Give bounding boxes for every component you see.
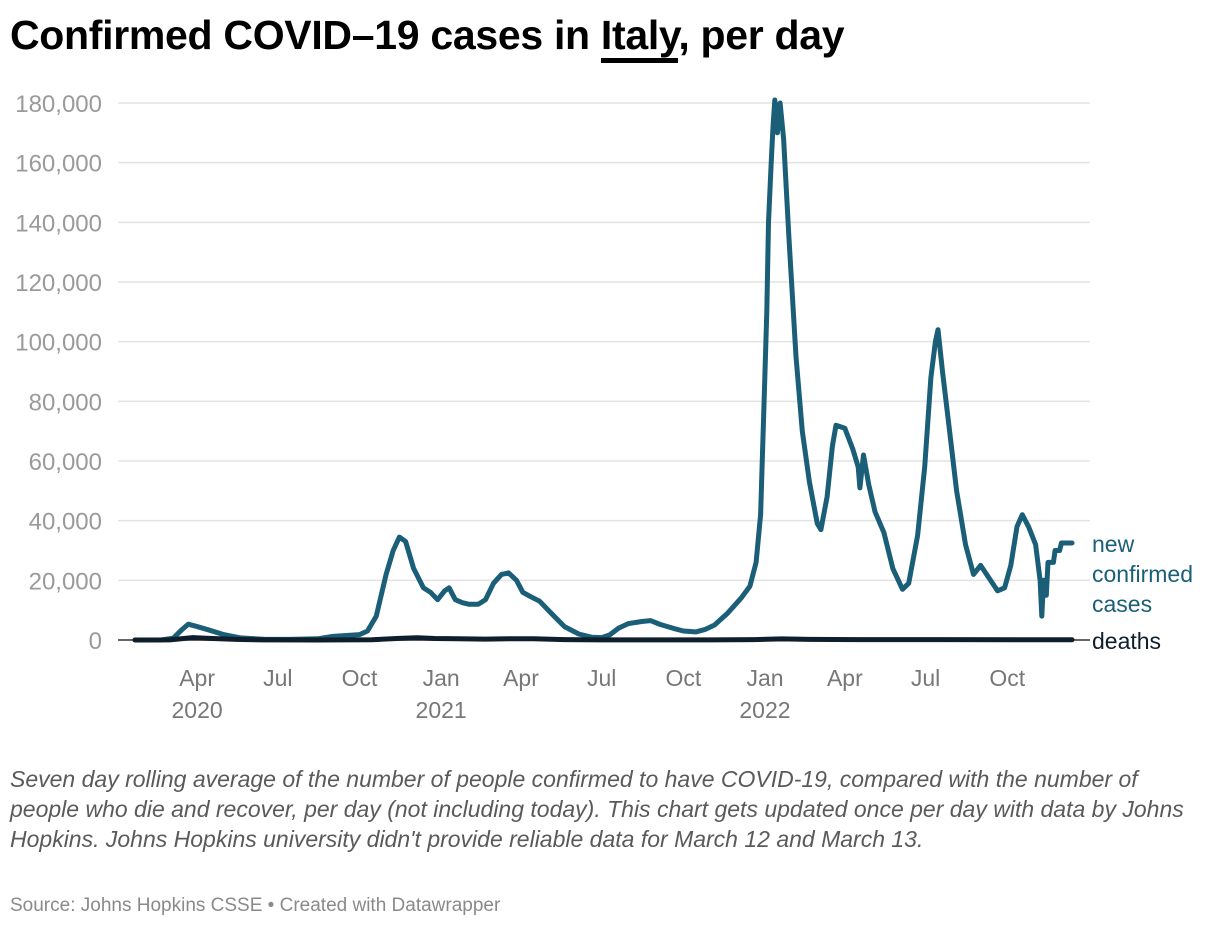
y-tick-label: 140,000: [15, 210, 102, 237]
series-line-deaths: [132, 635, 1075, 643]
country-selector[interactable]: Italy: [600, 12, 679, 63]
y-tick-label: 40,000: [29, 509, 102, 536]
x-tick-year: 2021: [416, 697, 467, 723]
series-label-cases: confirmed: [1092, 561, 1193, 587]
series-line-cases: [132, 97, 1075, 643]
y-tick-label: 120,000: [15, 270, 102, 297]
x-tick-label: Jan: [746, 665, 783, 691]
x-tick-label: Jul: [587, 665, 616, 691]
x-tick-label: Jul: [263, 665, 292, 691]
grid-lines: [118, 102, 1090, 582]
y-tick-label: 60,000: [29, 449, 102, 476]
series-label-cases: new: [1092, 531, 1135, 557]
y-tick-label: 160,000: [15, 151, 102, 178]
x-tick-label: Apr: [179, 665, 215, 691]
x-tick-label: Apr: [503, 665, 539, 691]
y-tick-label: 80,000: [29, 389, 102, 416]
title-suffix: , per day: [678, 12, 845, 58]
x-tick-label: Apr: [827, 665, 863, 691]
series-lines: [132, 97, 1075, 643]
series-label-deaths: deaths: [1092, 628, 1161, 654]
x-tick-label: Jan: [423, 665, 460, 691]
x-tick-year: 2020: [172, 697, 223, 723]
x-tick-year: 2022: [739, 697, 790, 723]
x-axis-ticks: Apr 2020 Jul Oct Jan 2021 Apr Jul Oct Jan 2022 Apr J…: [172, 665, 1026, 723]
series-label-cases: cases: [1092, 591, 1152, 617]
x-tick-label: Oct: [989, 665, 1025, 691]
y-tick-label: 180,000: [15, 91, 102, 118]
y-tick-label: 100,000: [15, 330, 102, 357]
line-chart: 0 20,000 40,000 60,000 80,000 100,000 120,000 1…: [15, 91, 1193, 723]
x-tick-label: Oct: [665, 665, 701, 691]
y-tick-label: 20,000: [29, 568, 102, 595]
x-tick-label: Jul: [911, 665, 940, 691]
chart-title: Confirmed COVID–19 cases in Italy, per d…: [10, 12, 845, 63]
source-footer: Source: Johns Hopkins CSSE • Created wit…: [10, 895, 501, 916]
chart-description: Seven day rolling average of the number …: [10, 766, 1184, 852]
y-axis-ticks: 0 20,000 40,000 60,000 80,000 100,000 120,000 1…: [15, 91, 102, 655]
title-prefix: Confirmed COVID–19 cases in: [10, 12, 601, 58]
series-labels: new confirmed cases deaths: [1092, 531, 1193, 654]
y-tick-label: 0: [89, 628, 102, 655]
x-tick-label: Oct: [342, 665, 378, 691]
